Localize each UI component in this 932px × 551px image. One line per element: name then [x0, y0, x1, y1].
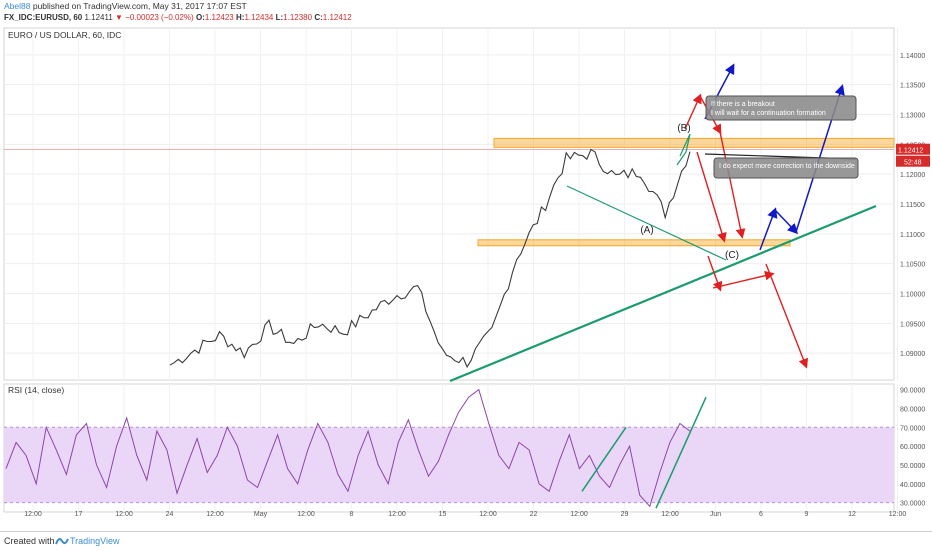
x-tick-label: 12:00	[889, 511, 907, 518]
price-tick-label: 1.13500	[900, 83, 925, 90]
low-label: L:	[275, 13, 284, 22]
last-price: 1.12411	[84, 13, 113, 22]
rsi-trendline	[581, 426, 627, 492]
projection-arrow-blue	[759, 207, 778, 251]
projection-arrow-red	[765, 263, 809, 369]
x-tick-label: 22	[530, 511, 538, 518]
projection-arrow-blue	[774, 209, 799, 235]
rsi-band	[4, 427, 894, 503]
chart-title: EURO / US DOLLAR, 60, IDC	[8, 30, 121, 40]
low-value: 1.12380	[283, 13, 313, 22]
falling-trendline	[566, 185, 727, 261]
chart-drawings: (B) (A) (C) If there is a breakout I will wa…	[449, 63, 877, 509]
publish-header: Abel88 published on TradingView.com, May…	[0, 0, 932, 24]
created-with-text: Created with	[4, 536, 55, 546]
rsi-indicator	[4, 388, 894, 508]
x-tick-label: 9	[805, 511, 809, 518]
footer: Created with TradingView	[0, 531, 932, 551]
callout-text: I do expect more correction to the downs…	[719, 163, 855, 170]
price-tick-label: 1.11000	[900, 232, 925, 239]
brand-link[interactable]: TradingView	[70, 536, 120, 546]
author-link[interactable]: Abel88	[4, 1, 31, 11]
callout-text: I will wait for a continuation formation	[711, 110, 826, 117]
x-tick-label: 12:00	[115, 511, 133, 518]
price-series	[4, 148, 894, 369]
price-tick-label: 1.14000	[900, 53, 925, 60]
rsi-title: RSI (14, close)	[8, 385, 64, 395]
rsi-tick-label: 60.0000	[900, 444, 925, 451]
projection-arrow-red	[719, 131, 746, 239]
x-tick-label: 12:00	[479, 511, 497, 518]
projection-arrow-red	[712, 270, 775, 289]
axes: 1.140001.135001.130001.125001.120001.115…	[24, 53, 930, 518]
support-resistance-zones	[477, 137, 895, 247]
rsi-tick-label: 70.0000	[900, 425, 925, 432]
channel-lines	[676, 133, 691, 166]
open-label: O:	[195, 13, 205, 22]
rsi-tick-label: 80.0000	[900, 406, 925, 413]
support-zone	[477, 239, 791, 247]
chart-labels: EURO / US DOLLAR, 60, IDC RSI (14, close…	[8, 30, 121, 395]
symbol-label: FX_IDC:EURUSD, 60	[4, 13, 83, 22]
resistance-zone	[493, 137, 895, 148]
x-tick-label: 12:00	[206, 511, 224, 518]
rsi-trendline	[655, 396, 707, 509]
price-line	[169, 148, 691, 369]
price-tick-label: 1.10000	[900, 291, 925, 298]
chart-area[interactable]: (B) (A) (C) If there is a breakout I will wa…	[0, 24, 932, 531]
countdown-tag-bg	[896, 155, 930, 167]
x-tick-label: 12:00	[297, 511, 315, 518]
price-tick-label: 1.10500	[900, 262, 925, 269]
close-label: C:	[314, 13, 323, 22]
published-info: published on TradingView.com, May 31, 20…	[32, 1, 247, 11]
price-tick-label: 1.12000	[900, 172, 925, 179]
projection-arrow-red	[684, 93, 702, 130]
x-tick-label: 17	[75, 511, 83, 518]
countdown-tag: 52:48	[904, 160, 922, 167]
wave-label: (A)	[640, 225, 653, 236]
x-tick-label: 12:00	[24, 511, 42, 518]
x-tick-label: 24	[166, 511, 174, 518]
high-value: 1.12434	[244, 13, 274, 22]
rising-trendline	[449, 204, 877, 383]
rsi-tick-label: 50.0000	[900, 463, 925, 470]
x-tick-label: 12:00	[570, 511, 588, 518]
x-tick-label: 8	[350, 511, 354, 518]
rsi-tick-label: 90.0000	[900, 388, 925, 395]
callout-box	[705, 95, 857, 121]
price-tick-label: 1.11500	[900, 202, 925, 209]
tradingview-logo-icon	[55, 538, 69, 545]
rsi-tick-label: 30.0000	[900, 501, 925, 508]
callout-box	[713, 157, 859, 179]
change-arrow-icon: ▼	[115, 13, 123, 22]
rsi-tick-label: 40.0000	[900, 482, 925, 489]
price-tick-label: 1.09000	[900, 351, 925, 358]
last-price-tag: 1.12412	[898, 148, 923, 155]
price-tick-label: 1.09500	[900, 321, 925, 328]
wave-label: (B)	[677, 123, 690, 134]
x-tick-label: May	[254, 511, 268, 518]
x-tick-label: 29	[621, 511, 629, 518]
projection-arrow-red	[707, 255, 723, 292]
grid-lines	[3, 27, 898, 513]
x-tick-label: 15	[439, 511, 447, 518]
price-change: −0.00023 (−0.02%)	[125, 13, 194, 22]
high-label: H:	[235, 13, 245, 22]
x-tick-label: 6	[759, 511, 763, 518]
x-tick-label: 12:00	[661, 511, 679, 518]
callout-text: If there is a breakout	[711, 101, 775, 108]
last-price-tag-bg	[896, 143, 930, 155]
rsi-line	[5, 388, 691, 508]
projection-arrow-red	[696, 151, 727, 243]
wave-label: (C)	[725, 250, 739, 261]
close-value: 1.12412	[322, 13, 352, 22]
x-tick-label: 12:00	[388, 511, 406, 518]
x-tick-label: 12	[848, 511, 856, 518]
price-tick-label: 1.13000	[900, 113, 925, 120]
open-value: 1.12423	[204, 13, 234, 22]
x-tick-label: Jun	[710, 511, 721, 518]
